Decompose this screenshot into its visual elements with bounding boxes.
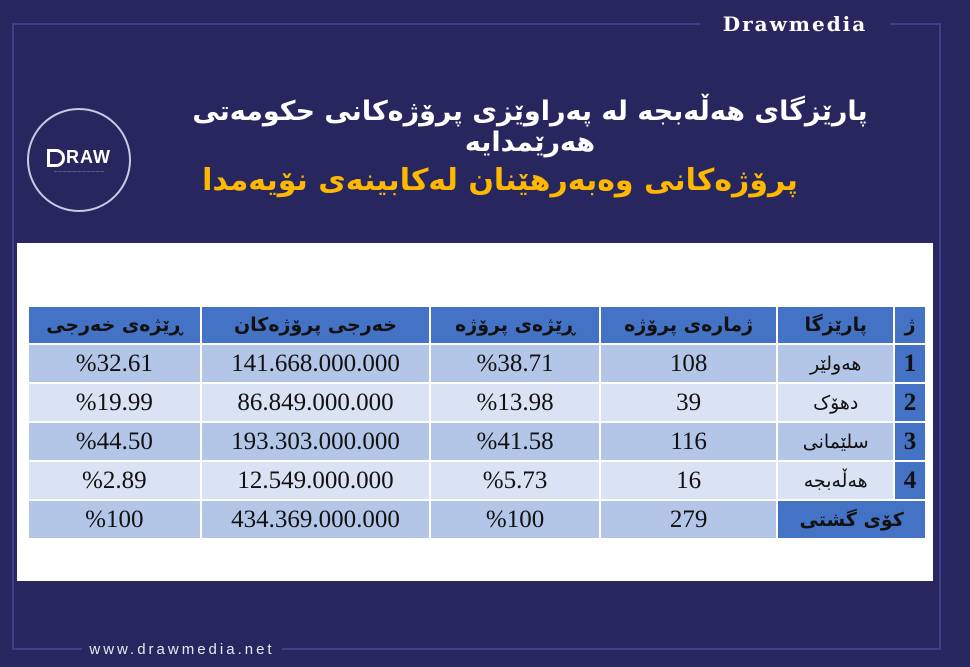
header-number: ژ [893, 305, 927, 345]
table-row: 1 هەولێر 108 %38.71 141.668.000.000 %32.61 [27, 343, 927, 384]
total-cost: 434.369.000.000 [199, 499, 432, 540]
draw-logo: RAW ····································… [27, 108, 131, 212]
header-project-cost: خەرجی پرۆژەکان [199, 305, 432, 345]
header-province: پارێزگا [776, 305, 896, 345]
cost-cell: 141.668.000.000 [199, 343, 432, 384]
cost-cell: 12.549.000.000 [199, 460, 432, 501]
province-cell: هەولێر [776, 343, 896, 384]
decorative-frame [12, 23, 941, 650]
brand-name: Drawmedia [700, 8, 890, 40]
page-subtitle: پرۆژەکانی وەبەرهێنان لەکابینەی نۆیەمدا [202, 163, 798, 198]
province-cell: سلێمانی [776, 421, 896, 462]
count-cell: 39 [598, 382, 779, 423]
table-row: 3 سلێمانی 116 %41.58 193.303.000.000 %44.50 [27, 421, 927, 462]
row-number: 1 [893, 343, 927, 384]
logo-text: RAW [66, 146, 111, 167]
count-pct-cell: %13.98 [429, 382, 601, 423]
header-project-count: ژمارەی پرۆژە [598, 305, 779, 345]
province-cell: هەڵەبجە [776, 460, 896, 501]
row-number: 2 [893, 382, 927, 423]
cost-pct-cell: %19.99 [27, 382, 202, 423]
count-pct-cell: %5.73 [429, 460, 601, 501]
cost-pct-cell: %44.50 [27, 421, 202, 462]
website-url: www.drawmedia.net [82, 638, 282, 662]
cost-pct-cell: %32.61 [27, 343, 202, 384]
total-label: کۆی گشتی [776, 499, 927, 540]
cost-pct-cell: %2.89 [27, 460, 202, 501]
row-number: 3 [893, 421, 927, 462]
row-number: 4 [893, 460, 927, 501]
cost-cell: 86.849.000.000 [199, 382, 432, 423]
total-count: 279 [598, 499, 779, 540]
cost-cell: 193.303.000.000 [199, 421, 432, 462]
total-count-pct: %100 [429, 499, 601, 540]
count-cell: 116 [598, 421, 779, 462]
count-pct-cell: %41.58 [429, 421, 601, 462]
count-cell: 16 [598, 460, 779, 501]
total-cost-pct: %100 [27, 499, 202, 540]
province-cell: دهۆک [776, 382, 896, 423]
count-pct-cell: %38.71 [429, 343, 601, 384]
table-row: 4 هەڵەبجە 16 %5.73 12.549.000.000 %2.89 [27, 460, 927, 501]
logo-subtext: ········································ [53, 168, 105, 174]
projects-table: ژ پارێزگا ژمارەی پرۆژە ڕێژەی پرۆژە خەرجی… [27, 305, 927, 540]
table-row: 2 دهۆک 39 %13.98 86.849.000.000 %19.99 [27, 382, 927, 423]
table-header-row: ژ پارێزگا ژمارەی پرۆژە ڕێژەی پرۆژە خەرجی… [27, 305, 927, 345]
header-project-ratio: ڕێژەی پرۆژە [429, 305, 601, 345]
total-row: کۆی گشتی 279 %100 434.369.000.000 %100 [27, 499, 927, 540]
logo-d-icon [47, 148, 65, 167]
page-title: پارێزگای هەڵەبجە لە پەراوێزی پرۆژەکانی ح… [192, 96, 868, 158]
count-cell: 108 [598, 343, 779, 384]
header-cost-ratio: ڕێژەی خەرجی [27, 305, 202, 345]
